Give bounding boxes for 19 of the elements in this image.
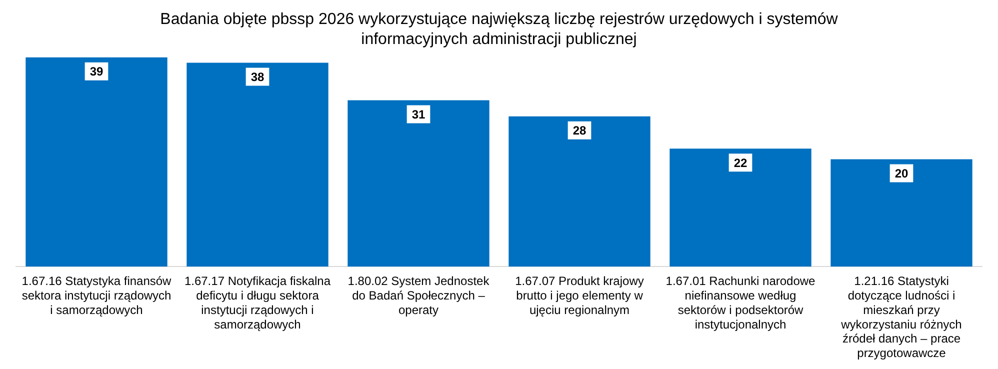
chart-title: Badania objęte pbssp 2026 wykorzystujące największą liczbę rejestrów urzędowych i systemów informacyjnych administracji publicznej xyxy=(159,10,839,50)
data-label: 31 xyxy=(412,108,426,122)
data-label: 20 xyxy=(894,166,908,181)
x-tick-label: 1.67.01 Rachunki narodowe niefinansowe według sektorów i podsektorów instytucjonalnych xyxy=(666,274,816,332)
x-tick-label: 1.67.16 Statystyka finansów sektora instytucji rządowych i samorządowych xyxy=(22,274,172,317)
x-tick-label: 1.21.16 Statystyki dotyczące ludności i mieszkań przy wykorzystaniu różnych źródeł danych – prace przygotowawcze xyxy=(840,274,962,360)
bar xyxy=(508,116,650,267)
bar xyxy=(26,57,168,267)
data-label: 22 xyxy=(734,156,748,170)
x-tick-label: 1.80.02 System Jednostek do Badań Społecznych – operaty xyxy=(348,274,490,317)
data-label: 28 xyxy=(572,124,586,138)
bar xyxy=(348,100,490,267)
data-label: 39 xyxy=(90,64,104,79)
x-tick-label: 1.67.07 Produkt krajowy brutto i jego elementy w ujęciu regionalnym xyxy=(515,274,644,317)
bar xyxy=(670,148,812,267)
data-label: 38 xyxy=(250,70,264,84)
x-tick-label: 1.67.17 Notyfikacja fiskalna deficytu i długu sektora instytucji rządowych i samorządowych xyxy=(184,274,331,332)
bar xyxy=(186,62,328,267)
bar xyxy=(830,159,972,267)
